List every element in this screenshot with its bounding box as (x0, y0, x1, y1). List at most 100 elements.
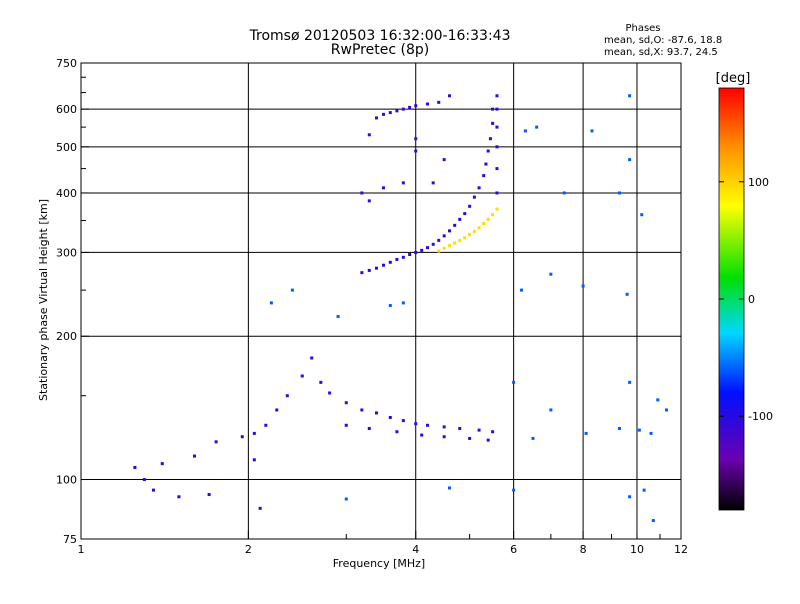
data-point (520, 288, 524, 292)
data-point (468, 204, 472, 208)
data-point (649, 431, 653, 435)
data-point (495, 167, 499, 171)
data-point (477, 226, 481, 230)
data-point (414, 250, 418, 254)
data-point (640, 213, 644, 217)
data-point (442, 246, 446, 250)
colorbar-tick-label: 0 (748, 293, 755, 306)
data-point (590, 129, 594, 133)
data-point (367, 426, 371, 430)
data-point (414, 149, 418, 153)
data-point (401, 107, 405, 111)
y-axis: 75 100 200 300 400 500 600 750 (56, 57, 89, 546)
data-point (177, 495, 181, 499)
data-point (437, 249, 441, 253)
data-point (447, 486, 451, 490)
data-point (477, 428, 481, 432)
data-point (374, 266, 378, 270)
data-point (344, 497, 348, 501)
y-tick-label: 750 (56, 57, 77, 70)
data-point (437, 238, 441, 242)
data-point (472, 195, 476, 199)
data-point (310, 356, 314, 360)
data-point (160, 462, 164, 466)
data-point (458, 217, 462, 221)
data-point (381, 186, 385, 190)
phases-line-o: mean, sd,O: -87.6, 18.8 (604, 35, 722, 46)
data-point (426, 423, 430, 427)
data-point (414, 137, 418, 141)
data-point (453, 223, 457, 227)
data-point (484, 162, 488, 166)
data-point (442, 425, 446, 429)
data-point (388, 111, 392, 115)
data-point (344, 423, 348, 427)
data-point (395, 430, 399, 434)
data-point (664, 408, 668, 412)
data-point (426, 102, 430, 106)
data-point (628, 94, 632, 98)
data-point (512, 380, 516, 384)
data-point (414, 422, 418, 426)
data-point (381, 263, 385, 267)
x-tick-label: 8 (580, 543, 587, 556)
data-point (240, 435, 244, 439)
data-point (420, 433, 424, 437)
data-point (408, 252, 412, 256)
data-point (458, 238, 462, 242)
chart-title-line2: RwPretec (8p) (331, 42, 429, 58)
data-point (486, 438, 490, 442)
data-point (431, 242, 435, 246)
x-tick-label: 1 (78, 543, 85, 556)
data-point (468, 233, 472, 237)
data-point (258, 506, 262, 510)
data-point (374, 411, 378, 415)
data-point (531, 436, 535, 440)
data-point (431, 181, 435, 185)
data-point (381, 112, 385, 116)
y-tick-label: 600 (56, 103, 77, 116)
data-point (442, 234, 446, 238)
data-point (285, 394, 289, 398)
data-point (328, 391, 332, 395)
data-point (617, 191, 621, 195)
data-point (388, 304, 392, 308)
x-axis: 1 2 4 6 8 10 12 (78, 531, 688, 556)
data-point (336, 315, 340, 319)
data-point (463, 212, 467, 216)
data-point (269, 301, 273, 305)
data-point (367, 268, 371, 272)
data-point (468, 436, 472, 440)
data-point (495, 125, 499, 129)
y-tick-label: 75 (63, 533, 77, 546)
data-point (319, 380, 323, 384)
data-point (495, 145, 499, 149)
data-point (360, 191, 364, 195)
data-point (495, 207, 499, 211)
data-point (495, 107, 499, 111)
colorbar-tick-label: -100 (748, 410, 773, 423)
data-point (420, 248, 424, 252)
colorbar-tick-label: 100 (748, 176, 769, 189)
data-point (395, 109, 399, 113)
data-point (401, 301, 405, 305)
data-point (214, 440, 218, 444)
data-point (637, 428, 641, 432)
data-point (192, 454, 196, 458)
data-point (374, 116, 378, 120)
data-point (388, 260, 392, 264)
data-point (367, 199, 371, 203)
colorbar-label: [deg] (716, 71, 751, 86)
data-point (482, 174, 486, 178)
data-point (549, 408, 553, 412)
x-tick-label: 12 (674, 543, 688, 556)
data-point (395, 257, 399, 261)
data-point (495, 191, 499, 195)
data-point (447, 229, 451, 233)
data-point (360, 408, 364, 412)
data-point (628, 495, 632, 499)
data-point (486, 149, 490, 153)
data-point (458, 426, 462, 430)
data-point (275, 408, 279, 412)
